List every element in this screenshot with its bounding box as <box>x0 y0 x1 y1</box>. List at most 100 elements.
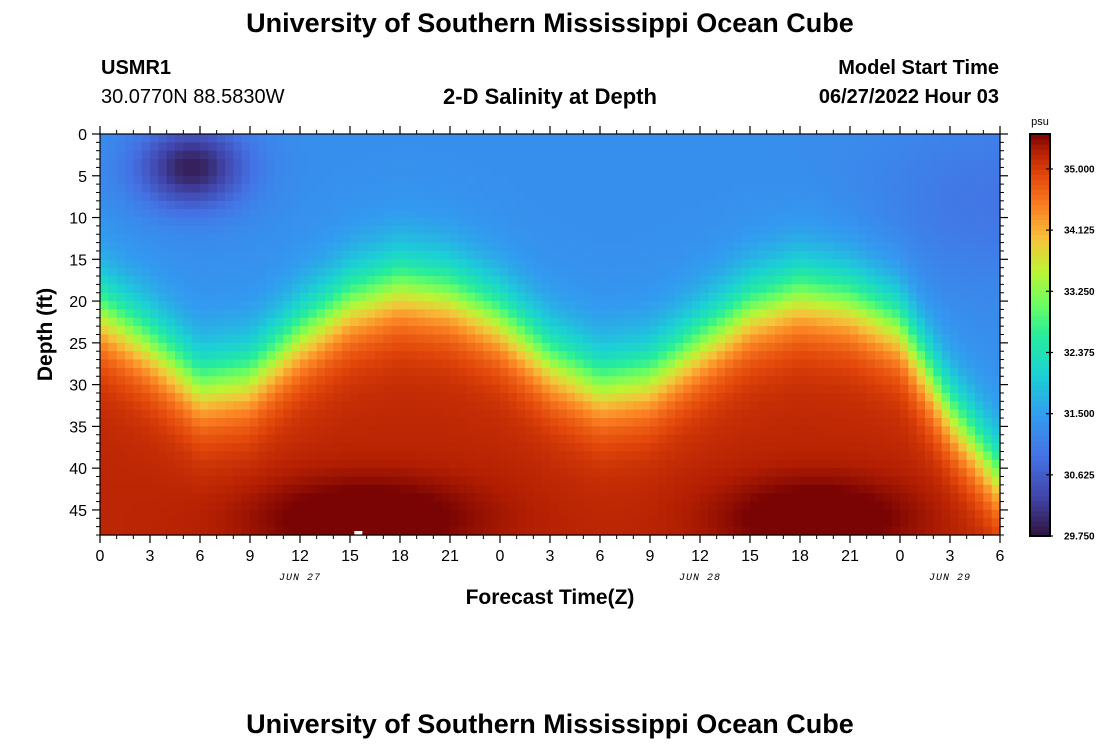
heatmap-cell <box>491 367 501 377</box>
heatmap-cell <box>658 184 668 194</box>
heatmap-cell <box>400 384 409 394</box>
heatmap-cell <box>416 242 426 252</box>
heatmap-cell <box>583 301 593 311</box>
heatmap-cell <box>283 250 293 260</box>
heatmap-cell <box>791 384 801 394</box>
heatmap-cell <box>316 493 326 503</box>
heatmap-cell <box>691 334 701 344</box>
heatmap-cell <box>500 351 509 361</box>
heatmap-cell <box>691 426 701 436</box>
heatmap-cell <box>708 134 718 143</box>
heatmap-cell <box>758 217 768 227</box>
heatmap-cell <box>516 200 526 210</box>
heatmap-cell <box>775 309 784 319</box>
heatmap-cell <box>708 326 718 336</box>
heatmap-cell <box>700 418 709 427</box>
heatmap-cell <box>658 334 668 344</box>
heatmap-cell <box>975 367 984 377</box>
heatmap-cell <box>975 351 984 361</box>
heatmap-cell <box>416 259 426 269</box>
heatmap-cell <box>166 184 176 194</box>
heatmap-cell <box>791 342 801 352</box>
heatmap-cell <box>233 451 243 461</box>
heatmap-cell <box>983 150 993 160</box>
heatmap-cell <box>975 159 984 169</box>
heatmap-cell <box>566 501 576 511</box>
heatmap-cell <box>666 200 676 210</box>
heatmap-cell <box>966 418 976 427</box>
heatmap-cell <box>108 418 118 427</box>
heatmap-cell <box>258 217 268 227</box>
heatmap-cell <box>225 384 234 394</box>
heatmap-cell <box>425 292 434 302</box>
heatmap-cell <box>316 200 326 210</box>
heatmap-cell <box>475 459 484 469</box>
heatmap-cell <box>925 284 934 294</box>
heatmap-cell <box>900 401 909 411</box>
heatmap-cell <box>216 217 226 227</box>
heatmap-cell <box>658 225 668 235</box>
heatmap-cell <box>500 476 509 486</box>
heatmap-cell <box>425 409 434 419</box>
heatmap-cell <box>791 167 801 177</box>
heatmap-cell <box>158 159 168 169</box>
heatmap-cell <box>491 184 501 194</box>
heatmap-cell <box>258 426 268 436</box>
heatmap-cell <box>858 184 868 194</box>
heatmap-cell <box>133 159 143 169</box>
heatmap-cell <box>816 317 826 327</box>
heatmap-cell <box>625 459 634 469</box>
heatmap-cell <box>100 509 109 519</box>
heatmap-cell <box>575 334 584 344</box>
heatmap-cell <box>358 192 368 202</box>
heatmap-cell <box>433 200 443 210</box>
heatmap-cell <box>491 159 501 169</box>
heatmap-cell <box>525 451 534 461</box>
heatmap-cell <box>133 359 143 369</box>
heatmap-cell <box>233 418 243 427</box>
heatmap-cell <box>191 376 201 386</box>
heatmap-cell <box>725 234 734 244</box>
heatmap-cell <box>916 317 926 327</box>
heatmap-cell <box>900 301 909 311</box>
heatmap-cell <box>308 326 318 336</box>
heatmap-cell <box>200 242 209 252</box>
heatmap-cell <box>858 342 868 352</box>
heatmap-cell <box>300 451 309 461</box>
heatmap-cell <box>858 142 868 152</box>
heatmap-cell <box>800 134 809 143</box>
heatmap-cell <box>658 250 668 260</box>
heatmap-cell <box>850 468 859 478</box>
heatmap-cell <box>991 443 1001 453</box>
heatmap-cell <box>125 434 134 444</box>
heatmap-cell <box>883 434 893 444</box>
heatmap-cell <box>541 342 551 352</box>
heatmap-cell <box>391 159 401 169</box>
heatmap-cell <box>475 150 484 160</box>
heatmap-cell <box>691 175 701 185</box>
heatmap-cell <box>550 259 559 269</box>
heatmap-cell <box>675 234 684 244</box>
heatmap-cell <box>791 392 801 402</box>
heatmap-cell <box>908 351 918 361</box>
heatmap-cell <box>633 376 643 386</box>
heatmap-cell <box>216 434 226 444</box>
heatmap-cell <box>283 351 293 361</box>
heatmap-cell <box>508 459 518 469</box>
heatmap-cell <box>300 192 309 202</box>
heatmap-cell <box>250 292 259 302</box>
heatmap-cell <box>541 150 551 160</box>
heatmap-cell <box>875 159 884 169</box>
heatmap-cell <box>716 367 726 377</box>
heatmap-cell <box>808 225 818 235</box>
heatmap-cell <box>925 476 934 486</box>
heatmap-cell <box>958 401 968 411</box>
heatmap-cell <box>633 493 643 503</box>
heatmap-cell <box>816 351 826 361</box>
heatmap-cell <box>625 451 634 461</box>
heatmap-cell <box>600 326 609 336</box>
heatmap-cell <box>675 167 684 177</box>
heatmap-cell <box>933 493 943 503</box>
heatmap-cell <box>858 309 868 319</box>
heatmap-cell <box>325 392 334 402</box>
